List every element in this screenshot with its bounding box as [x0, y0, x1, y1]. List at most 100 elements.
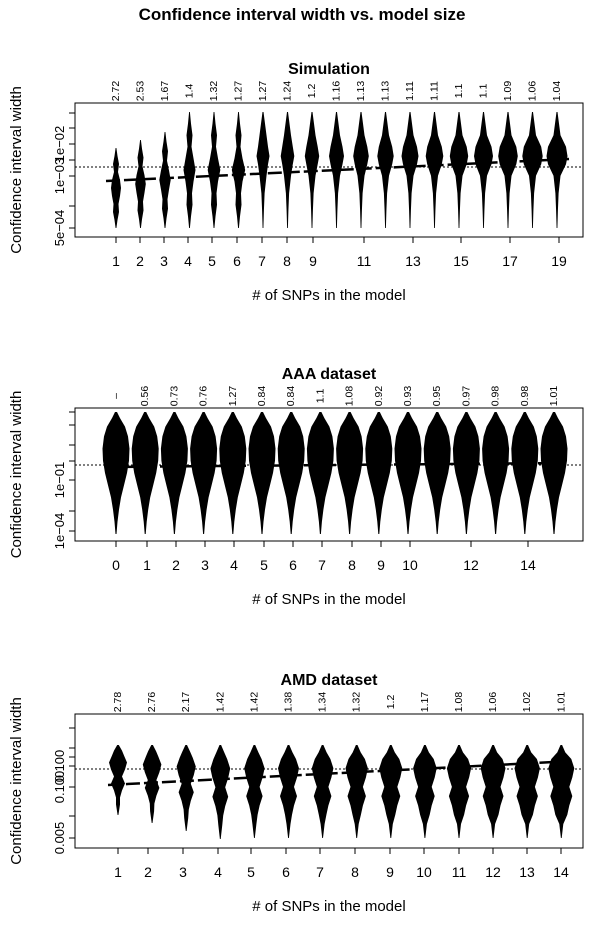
top-label: 1.06: [487, 692, 499, 713]
x-tick-label: 5: [208, 253, 216, 269]
x-tick-label: 7: [318, 557, 326, 573]
x-tick-label: 4: [230, 557, 238, 573]
top-label: 1.67: [159, 81, 171, 102]
x-tick-label: 2: [144, 864, 152, 880]
top-label: 1.1: [478, 84, 490, 99]
violin-1: [109, 745, 127, 815]
top-label: 1.42: [214, 692, 226, 713]
violin-12: [480, 745, 506, 838]
violin-18: [522, 112, 543, 228]
top-label: 1.27: [257, 81, 269, 102]
violin-2: [135, 140, 146, 228]
violin-10: [413, 745, 437, 838]
x-tick-label: 8: [348, 557, 356, 573]
top-label: 1.01: [555, 692, 567, 713]
top-label: 2.17: [180, 692, 192, 713]
x-tick-label: 1: [114, 864, 122, 880]
violin-3: [190, 412, 218, 534]
top-label: 1.04: [551, 81, 563, 102]
violin-7: [256, 112, 270, 228]
x-tick-label: 1: [143, 557, 151, 573]
x-tick-label: 12: [463, 557, 479, 573]
y-tick-label: 1e−02: [52, 126, 67, 163]
x-tick-label: 14: [520, 557, 536, 573]
violin-17: [498, 112, 518, 228]
x-tick-label: 15: [453, 253, 469, 269]
y-tick-label: 5e−04: [52, 210, 67, 247]
violin-11: [423, 412, 451, 534]
violin-9: [365, 412, 393, 534]
y-axis-label: Confidence interval width: [8, 86, 25, 254]
violin-11: [446, 745, 472, 838]
x-tick-label: 0: [112, 557, 120, 573]
violin-6: [278, 745, 299, 838]
x-tick-label: 12: [485, 864, 501, 880]
top-label: 2.53: [135, 81, 147, 102]
violin-10: [329, 112, 344, 228]
top-label: 1.08: [453, 692, 465, 713]
violin-5: [244, 745, 265, 838]
x-tick-label: 9: [386, 864, 394, 880]
x-tick-label: 9: [309, 253, 317, 269]
y-tick-label: 1e−01: [52, 462, 67, 499]
x-tick-label: 17: [502, 253, 518, 269]
top-label: 1.27: [233, 81, 245, 102]
violin-10: [394, 412, 422, 534]
x-tick-label: 4: [184, 253, 192, 269]
plot-frame: [74, 102, 584, 238]
top-label: 1.11: [404, 81, 416, 101]
top-label: 0.93: [402, 386, 414, 407]
median-trend-line: [105, 157, 570, 183]
top-label: 1.27: [227, 386, 239, 407]
x-tick-label: 3: [160, 253, 168, 269]
x-tick-label: 14: [553, 864, 569, 880]
top-label: 1.24: [282, 81, 294, 102]
violin-8: [280, 112, 295, 228]
x-tick-label: 11: [452, 864, 467, 880]
top-label: 2.72: [110, 81, 122, 102]
x-tick-label: 6: [289, 557, 297, 573]
top-label: 0.84: [285, 386, 297, 407]
violin-7: [306, 412, 334, 534]
x-tick-label: 13: [519, 864, 535, 880]
violin-6: [277, 412, 305, 534]
median-trend-line: [107, 759, 574, 787]
x-axis-label: # of SNPs in the model: [252, 898, 405, 915]
top-label: 1.11: [429, 81, 441, 101]
violin-1: [111, 148, 121, 228]
violin-12: [377, 112, 394, 228]
y-tick-label: 0.100: [52, 750, 67, 783]
top-label: 1.42: [248, 692, 260, 713]
median-trend-line: [105, 461, 567, 469]
violin-6: [231, 112, 246, 228]
y-tick-label: 1e−04: [52, 513, 67, 550]
x-tick-label: 10: [402, 557, 418, 573]
top-label: 1.13: [380, 81, 392, 102]
violin-16: [474, 112, 493, 228]
x-tick-label: 2: [172, 557, 180, 573]
y-tick-label: 0.100: [52, 771, 67, 804]
panel-title: Simulation: [288, 61, 370, 78]
x-tick-label: 8: [351, 864, 359, 880]
violin-14: [425, 112, 444, 228]
y-axis-label: Confidence interval width: [8, 391, 25, 559]
x-tick-label: 3: [179, 864, 187, 880]
x-tick-label: 10: [416, 864, 432, 880]
top-label: 1.32: [351, 692, 363, 713]
top-label: 1.09: [502, 81, 514, 102]
top-label: 0.97: [460, 386, 472, 407]
violin-12: [452, 412, 480, 534]
top-label: 1.08: [344, 386, 356, 407]
plot-frame: [74, 407, 584, 542]
x-tick-label: 5: [260, 557, 268, 573]
violin-1: [131, 412, 159, 534]
violin-5: [248, 412, 276, 534]
x-tick-label: 7: [316, 864, 324, 880]
violin-3: [176, 745, 196, 831]
x-tick-label: 8: [283, 253, 291, 269]
violin-3: [159, 132, 171, 228]
top-label: 1.06: [527, 81, 539, 102]
violin-2: [160, 412, 188, 534]
top-label: –: [110, 393, 122, 399]
x-tick-label: 6: [233, 253, 241, 269]
